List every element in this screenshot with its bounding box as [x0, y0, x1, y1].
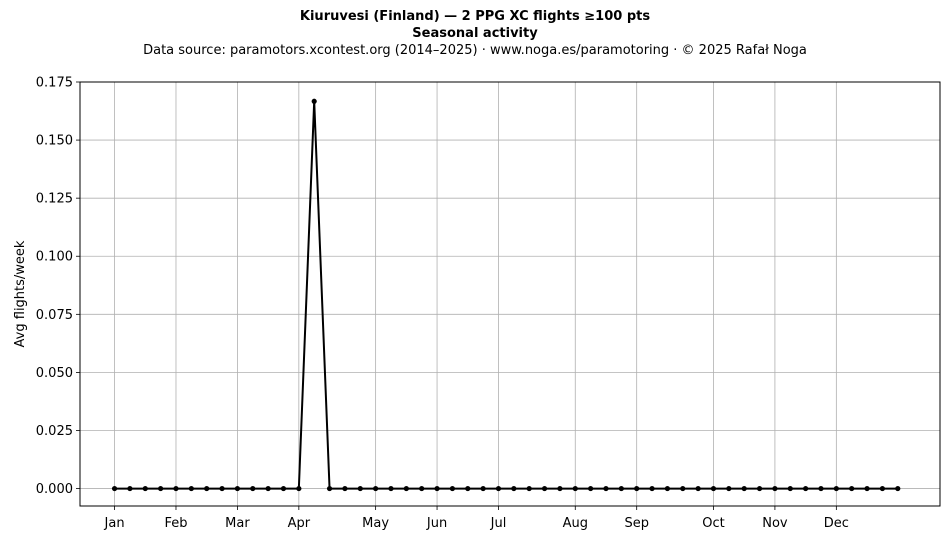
data-point [480, 485, 486, 492]
y-tick-label: 0.100 [36, 250, 73, 265]
data-point [296, 485, 302, 492]
data-source-caption: Data source: paramotors.xcontest.org (20… [143, 43, 807, 58]
x-tick-label-jul: Jul [490, 516, 507, 531]
data-point [833, 485, 839, 492]
chart-title: Kiuruvesi (Finland) — 2 PPG XC flights ≥… [299, 9, 651, 24]
data-point [342, 485, 348, 492]
series-layer [111, 98, 901, 492]
data-point [127, 485, 133, 492]
data-point [219, 485, 225, 492]
data-point [373, 485, 379, 492]
data-point [388, 485, 394, 492]
data-point [680, 485, 686, 492]
data-point [188, 485, 194, 492]
x-tick-label-dec: Dec [824, 516, 849, 531]
data-point [741, 485, 747, 492]
x-tick-label-mar: Mar [225, 516, 250, 531]
data-point [849, 485, 855, 492]
data-point [142, 485, 148, 492]
data-point [311, 98, 317, 104]
plot-frame [79, 81, 941, 507]
data-point [465, 485, 471, 492]
data-point [511, 485, 517, 492]
data-point [204, 485, 210, 492]
y-tick-label: 0.050 [36, 366, 73, 381]
data-point [695, 485, 701, 492]
data-point [173, 485, 179, 492]
data-point [726, 485, 732, 492]
x-tick-label-jun: Jun [426, 516, 447, 531]
x-tick-label-feb: Feb [164, 516, 187, 531]
data-point [357, 485, 363, 492]
y-tick-label: 0.125 [36, 192, 73, 207]
data-point [234, 485, 241, 492]
y-axis-label: Avg flights/week [13, 240, 28, 347]
data-point [158, 485, 164, 492]
y-tick-label: 0.025 [36, 424, 73, 439]
data-point [649, 485, 655, 492]
y-tick-label: 0.000 [36, 482, 73, 497]
series-line-0 [114, 100, 898, 490]
x-tick-label-nov: Nov [762, 516, 788, 531]
data-point [618, 485, 624, 492]
axis-ticks: 0.000 0.025 0.050 0.075 0.100 0.125 0.150 0.175… [36, 76, 849, 532]
data-point [879, 485, 886, 492]
data-point [449, 485, 456, 492]
data-point [541, 485, 548, 492]
data-point [495, 485, 502, 492]
grid-lines [80, 81, 940, 506]
data-point [280, 485, 287, 492]
y-tick-label: 0.075 [36, 308, 73, 323]
data-point [265, 485, 271, 492]
x-tick-label-apr: Apr [288, 516, 311, 531]
y-tick-label: 0.175 [36, 76, 73, 91]
data-point [895, 485, 901, 492]
data-point [403, 485, 409, 492]
data-point [634, 485, 640, 492]
data-point [526, 485, 532, 492]
x-tick-label-jan: Jan [104, 516, 125, 531]
data-point [434, 485, 440, 492]
data-point [772, 485, 778, 492]
data-point [818, 485, 824, 492]
data-point [787, 485, 793, 492]
data-point [250, 485, 256, 492]
data-point [664, 485, 671, 492]
x-tick-label-may: May [362, 516, 389, 531]
data-point [557, 485, 563, 492]
x-tick-label-aug: Aug [563, 516, 588, 531]
data-point [603, 485, 609, 492]
data-point [111, 485, 118, 492]
chart-subtitle-heading: Seasonal activity [412, 26, 538, 41]
data-point [326, 485, 333, 492]
x-tick-label-oct: Oct [702, 516, 724, 531]
data-point [756, 485, 763, 492]
y-tick-label: 0.150 [36, 134, 73, 149]
data-point [864, 485, 870, 492]
data-point [710, 485, 717, 492]
data-point [803, 485, 809, 492]
data-point [419, 485, 425, 492]
data-point [588, 485, 594, 492]
data-point [572, 485, 578, 492]
x-tick-label-sep: Sep [624, 516, 649, 531]
